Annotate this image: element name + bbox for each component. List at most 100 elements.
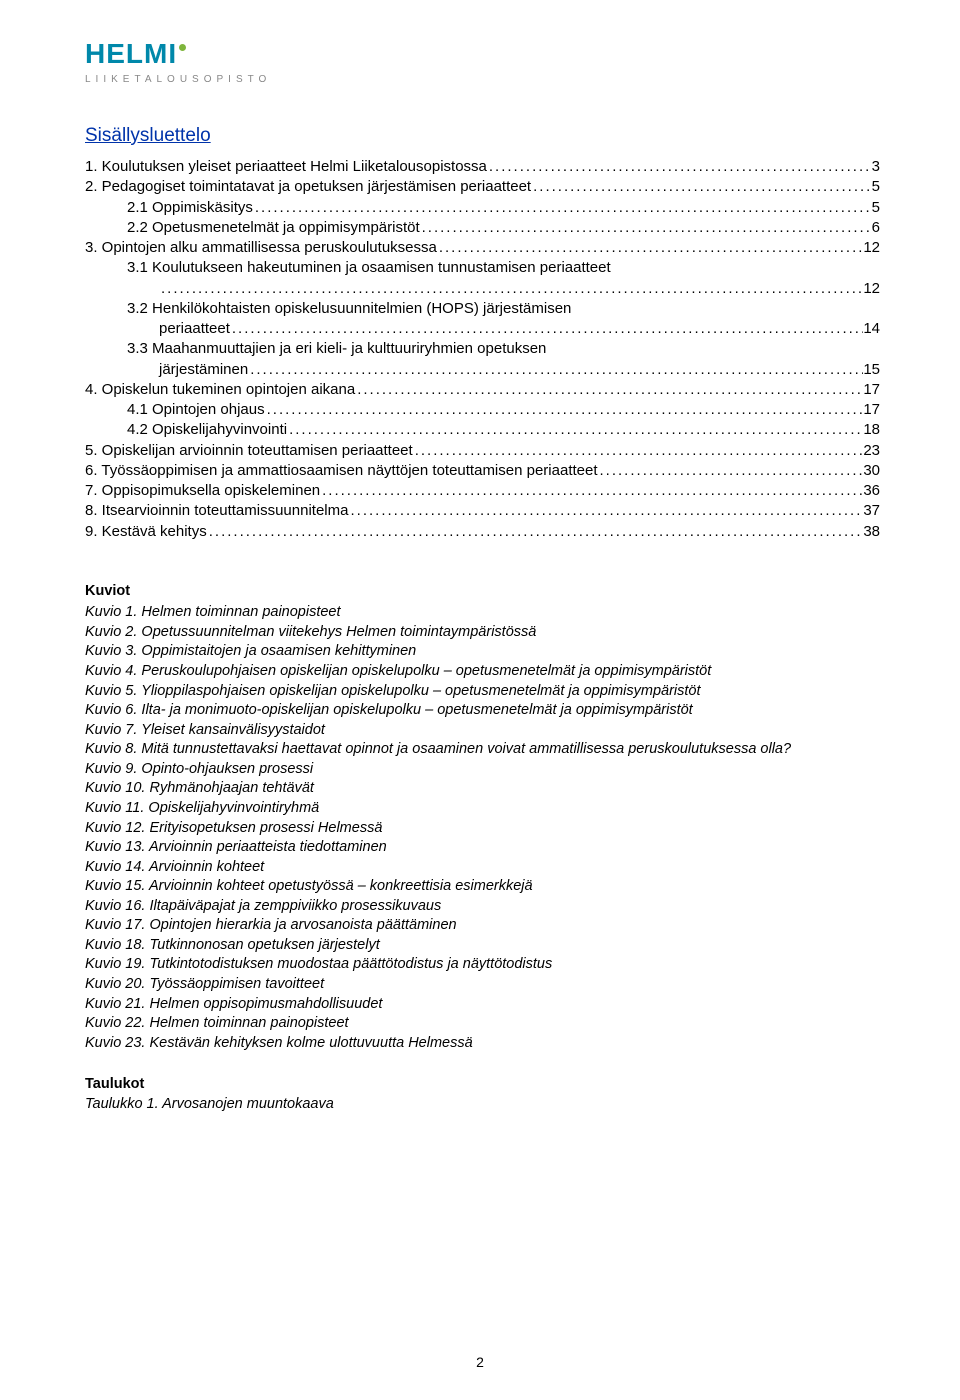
toc-title: Sisällysluettelo [85,125,880,147]
toc-leader: ........................................… [420,218,872,238]
toc-entry: 9. Kestävä kehitys .....................… [85,522,880,542]
toc-leader: ........................................… [437,238,863,258]
figure-item: Kuvio 23. Kestävän kehityksen kolme ulot… [85,1034,880,1054]
toc-leader: ........................................… [320,481,863,501]
figure-item: Kuvio 18. Tutkinnonosan opetuksen järjes… [85,936,880,956]
toc-entry-cont: periaatteet ............................… [85,319,880,339]
toc-label: 3.2 Henkilökohtaisten opiskelusuunnitelm… [127,299,571,319]
toc-page: 5 [872,198,880,218]
figure-item: Kuvio 8. Mitä tunnustettavaksi haettavat… [85,740,880,760]
toc-page: 15 [863,360,880,380]
figure-item: Kuvio 4. Peruskoulupohjaisen opiskelijan… [85,662,880,682]
figures-list: Kuvio 1. Helmen toiminnan painopisteetKu… [85,603,880,1053]
figure-item: Kuvio 5. Ylioppilaspohjaisen opiskelijan… [85,682,880,702]
toc-entry-cont: järjestäminen ..........................… [85,360,880,380]
logo-sub: LIIKETALOUSOPISTO [85,74,880,85]
table-item: Taulukko 1. Arvosanojen muuntokaava [85,1095,880,1115]
toc-entry: 8. Itsearvioinnin toteuttamissuunnitelma… [85,501,880,521]
figures-section: Kuviot Kuvio 1. Helmen toiminnan painopi… [85,582,880,1054]
toc-label: 8. Itsearvioinnin toteuttamissuunnitelma [85,501,348,521]
figure-item: Kuvio 22. Helmen toiminnan painopisteet [85,1014,880,1034]
toc-leader: ........................................… [287,420,863,440]
figure-item: Kuvio 15. Arvioinnin kohteet opetustyöss… [85,877,880,897]
toc-leader: ........................................… [159,279,863,299]
toc-entry: 3. Opintojen alku ammatillisessa perusko… [85,238,880,258]
figure-item: Kuvio 17. Opintojen hierarkia ja arvosan… [85,916,880,936]
figure-item: Kuvio 16. Iltapäiväpajat ja zemppiviikko… [85,897,880,917]
toc-leader: ........................................… [487,157,872,177]
table-of-contents: 1. Koulutuksen yleiset periaatteet Helmi… [85,157,880,542]
toc-entry: 7. Oppisopimuksella opiskeleminen ......… [85,481,880,501]
toc-page: 23 [863,441,880,461]
figure-item: Kuvio 7. Yleiset kansainvälisyystaidot [85,721,880,741]
toc-label: 5. Opiskelijan arvioinnin toteuttamisen … [85,441,413,461]
toc-entry: 5. Opiskelijan arvioinnin toteuttamisen … [85,441,880,461]
toc-leader: ........................................… [265,400,864,420]
toc-leader: ........................................… [348,501,863,521]
toc-entry: 3.2 Henkilökohtaisten opiskelusuunnitelm… [85,299,880,319]
toc-label: 7. Oppisopimuksella opiskeleminen [85,481,320,501]
tables-section: Taulukot Taulukko 1. Arvosanojen muuntok… [85,1075,880,1114]
toc-leader: ........................................… [355,380,863,400]
toc-label: 2. Pedagogiset toimintatavat ja opetukse… [85,177,531,197]
toc-label: 4. Opiskelun tukeminen opintojen aikana [85,380,355,400]
toc-page: 37 [863,501,880,521]
logo-dot-icon [179,44,186,51]
toc-leader: ........................................… [253,198,872,218]
figure-item: Kuvio 6. Ilta- ja monimuoto-opiskelijan … [85,701,880,721]
toc-page: 3 [872,157,880,177]
toc-entry: 3.1 Koulutukseen hakeutuminen ja osaamis… [85,258,880,278]
toc-entry: 2.2 Opetusmenetelmät ja oppimisympäristö… [85,218,880,238]
toc-page: 12 [863,238,880,258]
toc-label: periaatteet [159,319,230,339]
figure-item: Kuvio 3. Oppimistaitojen ja osaamisen ke… [85,642,880,662]
toc-entry: 4. Opiskelun tukeminen opintojen aikana … [85,380,880,400]
toc-label: 3.3 Maahanmuuttajien ja eri kieli- ja ku… [127,339,546,359]
figure-item: Kuvio 12. Erityisopetuksen prosessi Helm… [85,819,880,839]
toc-page: 17 [863,380,880,400]
logo-main-text: HELMI [85,38,177,69]
logo: HELMI LIIKETALOUSOPISTO [85,40,880,85]
figure-item: Kuvio 13. Arvioinnin periaatteista tiedo… [85,838,880,858]
toc-leader: ........................................… [248,360,863,380]
tables-heading: Taulukot [85,1075,880,1095]
toc-label: 3.1 Koulutukseen hakeutuminen ja osaamis… [127,258,611,278]
toc-entry: 4.2 Opiskelijahyvinvointi ..............… [85,420,880,440]
toc-page: 5 [872,177,880,197]
toc-entry: 3.3 Maahanmuuttajien ja eri kieli- ja ku… [85,339,880,359]
logo-main: HELMI [85,40,880,68]
toc-leader: ........................................… [531,177,872,197]
toc-page: 12 [863,279,880,299]
toc-leader: ........................................… [207,522,864,542]
figure-item: Kuvio 9. Opinto-ohjauksen prosessi [85,760,880,780]
figure-item: Kuvio 1. Helmen toiminnan painopisteet [85,603,880,623]
toc-page: 30 [863,461,880,481]
figure-item: Kuvio 14. Arvioinnin kohteet [85,858,880,878]
toc-leader: ........................................… [598,461,864,481]
toc-leader: ........................................… [230,319,863,339]
toc-entry: 4.1 Opintojen ohjaus ...................… [85,400,880,420]
toc-label: 2.2 Opetusmenetelmät ja oppimisympäristö… [127,218,420,238]
toc-entry: 2.1 Oppimiskäsitys .....................… [85,198,880,218]
toc-leader: ........................................… [413,441,864,461]
tables-list: Taulukko 1. Arvosanojen muuntokaava [85,1095,880,1115]
toc-page: 38 [863,522,880,542]
toc-label: 1. Koulutuksen yleiset periaatteet Helmi… [85,157,487,177]
toc-label: 9. Kestävä kehitys [85,522,207,542]
toc-entry: 2. Pedagogiset toimintatavat ja opetukse… [85,177,880,197]
figure-item: Kuvio 11. Opiskelijahyvinvointiryhmä [85,799,880,819]
toc-label: 2.1 Oppimiskäsitys [127,198,253,218]
toc-entry-cont: ........................................… [85,279,880,299]
toc-label: järjestäminen [159,360,248,380]
figures-heading: Kuviot [85,582,880,602]
toc-label: 4.2 Opiskelijahyvinvointi [127,420,287,440]
toc-label: 6. Työssäoppimisen ja ammattiosaamisen n… [85,461,598,481]
toc-label: 4.1 Opintojen ohjaus [127,400,265,420]
figure-item: Kuvio 19. Tutkintotodistuksen muodostaa … [85,955,880,975]
toc-page: 6 [872,218,880,238]
toc-entry: 6. Työssäoppimisen ja ammattiosaamisen n… [85,461,880,481]
toc-page: 36 [863,481,880,501]
figure-item: Kuvio 2. Opetussuunnitelman viitekehys H… [85,623,880,643]
toc-page: 17 [863,400,880,420]
toc-page: 18 [863,420,880,440]
